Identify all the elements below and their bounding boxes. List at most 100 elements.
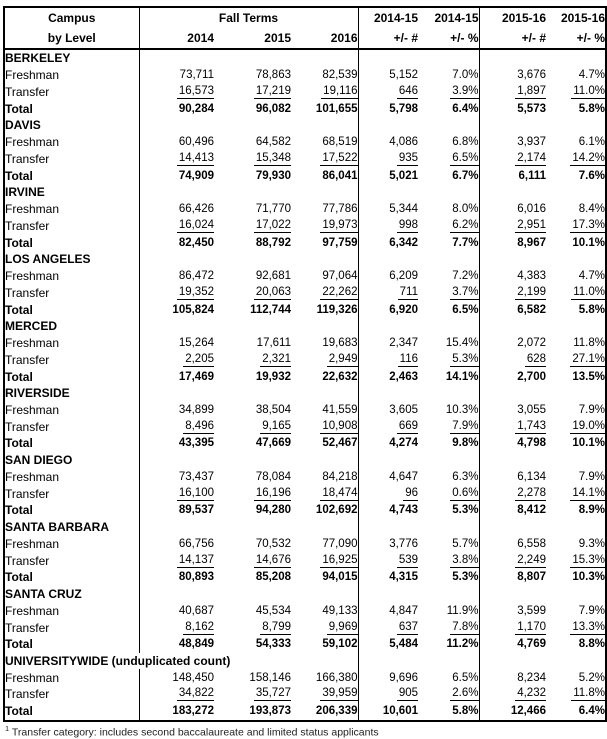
header-period-2014-15: 2014-15 [373,11,418,25]
data-row: Freshman 66,426 71,770 77,786 5,344 8.0% 6,016… [4,200,606,218]
empty-cell [358,385,418,402]
campus-name: DAVIS [4,117,140,134]
level-label: Transfer [4,418,140,436]
data-row: Freshman 15,264 17,611 19,683 2,347 15.4% 2,07… [4,334,606,352]
header-by-level: by Level [4,28,140,50]
value-cell: 97,064 [291,267,359,285]
value-cell: 11.0% [546,284,606,301]
underlined-value: 17,022 [253,218,291,233]
underlined-value: 15.3% [570,553,606,568]
underlined-value: 14.1% [570,486,606,501]
empty-cell [479,117,546,134]
value-cell: 2,249 [479,552,546,569]
underlined-value: 10,908 [320,419,358,434]
value-cell: 85,208 [255,571,291,584]
empty-cell [291,585,359,603]
value-cell: 6,134 [517,470,546,483]
value-cell: 86,041 [291,167,359,185]
data-row: Freshman 40,687 45,534 49,133 4,847 11.9% 3,59… [4,602,606,620]
campus-name: SAN DIEGO [4,451,140,469]
value-cell: 6,342 [389,236,418,249]
level-label: Total [4,635,140,653]
empty-cell [214,49,291,67]
underlined-value: 637 [396,620,418,635]
value-cell: 102,692 [291,502,359,519]
value-cell: 7.7% [418,234,480,251]
empty-cell [546,653,606,670]
underlined-value: 16,925 [320,553,358,568]
underlined-value: 17,522 [320,151,358,166]
empty-cell [479,385,546,402]
header-period-2015-16: 2015-16 [501,11,546,25]
value-cell: 905 [358,686,418,703]
value-cell: 35,727 [214,686,291,703]
value-cell: 82,539 [291,66,359,84]
value-cell: 10.1% [572,236,605,249]
empty-cell [546,318,606,335]
value-cell: 79,930 [255,169,291,182]
header-row-2: by Level 2014 2015 2016 +/- # +/- % +/- … [4,28,606,50]
value-cell: 2,700 [517,370,546,383]
underlined-value: 2,199 [515,285,546,300]
value-cell: 80,893 [178,571,214,584]
underlined-value: 6.5% [450,151,479,166]
campus-name: SANTA BARBARA [4,518,140,536]
value-cell: 8,799 [214,619,291,636]
value-cell: 47,669 [255,437,291,450]
value-cell: 8,967 [517,236,546,249]
value-cell: 22,632 [291,368,359,385]
empty-cell [479,519,546,536]
value-cell: 2,347 [389,337,418,350]
table-header: Campus Fall Terms 2014-15 2014-15 2015-1… [4,7,606,50]
value-cell: 4.7% [578,270,605,283]
value-cell: 90,284 [178,102,214,115]
empty-cell [139,49,214,67]
value-cell: 17,219 [214,84,291,101]
value-cell: 3,599 [517,604,546,617]
value-cell: 78,863 [255,69,291,82]
value-cell: 12,466 [510,705,546,718]
value-cell: 5,484 [389,638,418,651]
header-year-2014: 2014 [139,28,214,50]
value-cell: 5,344 [389,203,418,216]
empty-cell [214,117,291,134]
value-cell: 5.2% [578,671,605,684]
underlined-value: 20,063 [253,285,291,300]
value-cell: 8,807 [517,571,546,584]
value-cell: 6,920 [389,303,418,316]
underlined-value: 2,249 [515,553,546,568]
value-cell: 11.9% [418,602,480,620]
value-cell: 54,333 [255,638,291,651]
data-row: Total 90,284 96,082 101,655 5,798 6.4% 5,573 5.… [4,100,606,118]
empty-cell [291,518,359,536]
data-row: Transfer 19,352 20,063 22,262 711 3.7% 2,199 11… [4,284,606,302]
value-cell: 11.2% [418,635,480,653]
value-cell: 22,262 [291,284,359,302]
data-row: Freshman 66,756 70,532 77,090 3,776 5.7% 6,558… [4,535,606,553]
value-cell: 13.5% [572,370,605,383]
underlined-value: 18,474 [320,486,358,501]
value-cell: 4,232 [479,686,546,703]
data-row: Total 105,824 112,744 119,326 6,920 6.5% 6,582… [4,301,606,318]
data-row: Total 43,395 47,669 52,467 4,274 9.8% 4,798 10.… [4,435,606,452]
header-campus: Campus [4,7,140,28]
value-cell: 17,469 [178,370,214,383]
underlined-value: 998 [396,218,418,233]
level-label: Transfer [4,351,140,369]
underlined-value: 16,024 [176,218,214,233]
empty-cell [546,49,606,67]
value-cell: 3.9% [418,83,480,101]
level-label: Transfer [4,619,140,636]
underlined-value: 39,959 [320,687,358,702]
underlined-value: 5.3% [450,352,479,367]
value-cell: 4,086 [389,136,418,149]
value-cell: 637 [358,619,418,636]
data-row: Freshman 73,437 78,084 84,218 4,647 6.3% 6,134… [4,468,606,486]
value-cell: 64,582 [255,136,291,149]
data-row: Transfer 16,024 17,022 19,973 998 6.2% 2,951 17… [4,217,606,235]
data-row: Transfer 14,413 15,348 17,522 935 6.5% 2,174 14… [4,150,606,168]
value-cell: 4,315 [389,571,418,584]
value-cell: 2,949 [291,351,359,369]
underlined-value: 1,743 [515,419,546,434]
value-cell: 5.8% [578,303,605,316]
